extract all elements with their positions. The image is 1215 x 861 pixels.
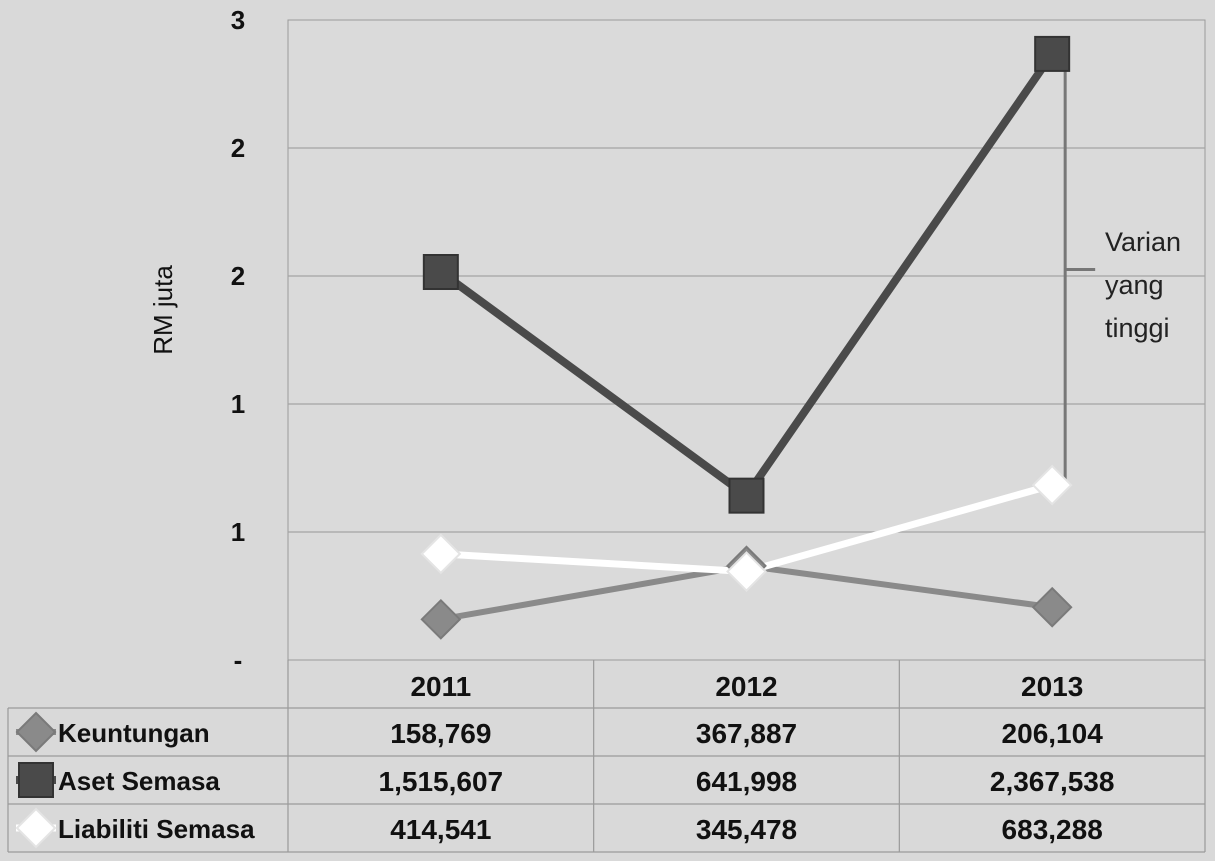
legend-label: Keuntungan — [58, 718, 210, 748]
keuntungan-point — [1031, 586, 1073, 628]
y-tick-label: 1 — [231, 517, 245, 547]
y-tick-label: 2 — [231, 261, 245, 291]
data-table-cell: 2,367,538 — [990, 766, 1115, 797]
aset-semasa-point — [422, 254, 459, 291]
liabiliti-semasa-point — [1031, 464, 1073, 506]
data-table-cell: 641,998 — [696, 766, 797, 797]
y-tick-label: 1 — [231, 389, 245, 419]
legend-marker — [15, 711, 57, 753]
data-table-cell: 367,887 — [696, 718, 797, 749]
legend-label: Aset Semasa — [58, 766, 220, 796]
annotation-text: Varian — [1105, 227, 1181, 257]
liabiliti-semasa-point — [420, 533, 462, 575]
y-axis-label: RM juta — [148, 265, 178, 355]
legend-marker — [15, 807, 57, 849]
aset-semasa-point — [1034, 35, 1071, 72]
data-table-cell: 414,541 — [390, 814, 491, 845]
data-table-cell: 158,769 — [390, 718, 491, 749]
x-tick-label: 2012 — [715, 671, 777, 702]
y-tick-label: 3 — [231, 5, 245, 35]
x-tick-label: 2011 — [410, 671, 471, 702]
data-table-cell: 345,478 — [696, 814, 797, 845]
aset-semasa-point — [728, 477, 765, 514]
x-tick-label: 2013 — [1021, 671, 1083, 702]
y-tick-label: 2 — [231, 133, 245, 163]
keuntungan-point — [420, 598, 462, 640]
annotation-text: yang — [1105, 270, 1164, 300]
annotation-text: tinggi — [1105, 313, 1170, 343]
data-table-cell: 206,104 — [1002, 718, 1104, 749]
data-table-cell: 683,288 — [1002, 814, 1103, 845]
legend-label: Liabiliti Semasa — [58, 814, 255, 844]
legend-marker — [18, 762, 54, 798]
data-table-cell: 1,515,607 — [379, 766, 504, 797]
y-tick-label: - — [234, 645, 243, 675]
liabiliti-semasa-point — [726, 551, 767, 592]
